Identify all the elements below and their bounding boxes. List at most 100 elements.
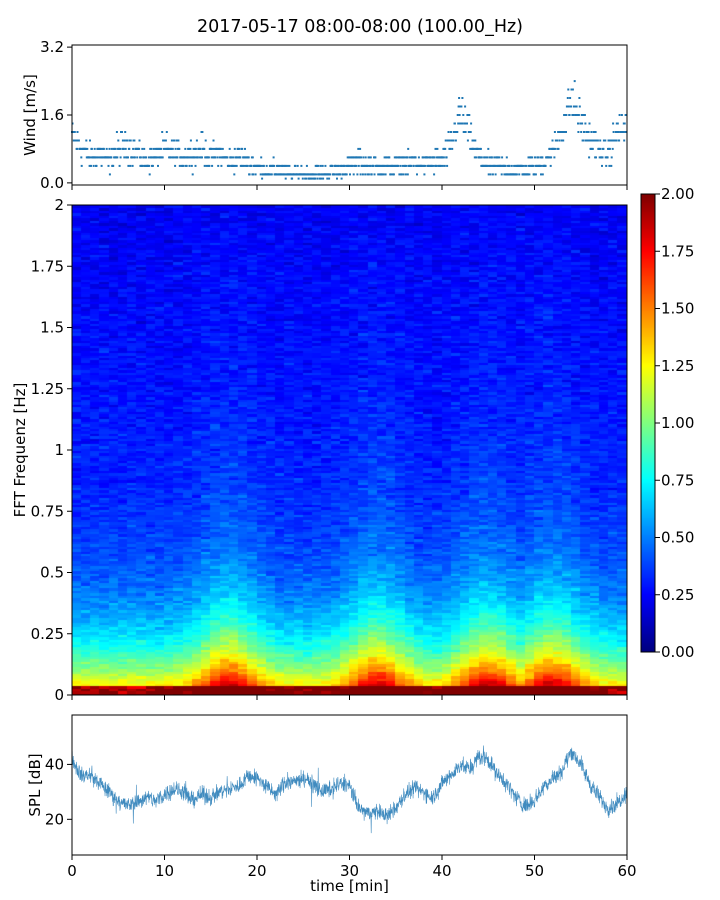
- colorbar-canvas: [641, 194, 655, 652]
- wind-point: [608, 164, 611, 167]
- wind-point: [170, 147, 173, 150]
- wind-point: [436, 147, 439, 150]
- wind-point: [460, 105, 463, 108]
- wind-point: [372, 164, 375, 167]
- wind-point: [587, 131, 590, 133]
- wind-point: [573, 80, 576, 83]
- wind-scatter-points: [71, 80, 628, 180]
- wind-point: [349, 173, 351, 176]
- wind-point: [127, 156, 129, 159]
- wind-point: [440, 164, 443, 167]
- wind-point: [385, 156, 387, 159]
- wind-point: [356, 173, 359, 176]
- wind-point: [230, 156, 233, 159]
- wind-point: [459, 122, 461, 125]
- wind-point: [141, 147, 144, 150]
- wind-point: [243, 164, 246, 167]
- wind-point: [171, 147, 174, 150]
- wind-point: [367, 173, 370, 176]
- wind-point: [114, 147, 117, 150]
- wind-point: [458, 97, 461, 99]
- wind-point: [487, 173, 490, 176]
- wind-point: [556, 139, 559, 142]
- wind-point: [364, 173, 367, 176]
- wind-point: [510, 164, 513, 167]
- spl-xtick-label: 20: [247, 862, 266, 880]
- wind-point: [604, 139, 607, 142]
- wind-point: [497, 156, 499, 159]
- wind-point: [93, 147, 96, 150]
- wind-point: [170, 139, 173, 142]
- wind-ytick-label: 3.2: [40, 38, 64, 56]
- wind-point: [80, 156, 83, 159]
- spectrogram-ytick-label: 2: [54, 196, 64, 214]
- wind-point: [382, 173, 385, 176]
- wind-point: [265, 164, 268, 167]
- wind-point: [359, 147, 362, 150]
- wind-point: [468, 114, 471, 116]
- wind-point: [301, 177, 304, 180]
- wind-point: [284, 173, 287, 176]
- spl-trace: [71, 745, 628, 834]
- spectrogram-ytick-label: 0.25: [31, 625, 64, 643]
- wind-point: [239, 156, 242, 159]
- colorbar-tick-label: 1.75: [661, 242, 694, 260]
- wind-point: [97, 156, 100, 159]
- wind-point: [317, 164, 320, 167]
- wind-point: [518, 173, 521, 176]
- wind-point: [553, 156, 556, 159]
- wind-point: [108, 173, 111, 176]
- wind-point: [435, 164, 438, 167]
- wind-point: [305, 177, 308, 180]
- wind-point: [566, 97, 569, 99]
- spl-xtick-label: 0: [67, 862, 77, 880]
- wind-point: [108, 156, 110, 159]
- wind-point: [145, 156, 147, 159]
- colorbar: 0.00 0.25 0.50 0.75 1.00 1.25 1.50 1.75 2.00: [640, 185, 694, 661]
- colorbar-tick-label: 1.25: [661, 357, 694, 375]
- wind-panel: 0.0 1.6 3.2 Wind [m/s]: [21, 38, 628, 192]
- spectrogram-ytick-label: 1.25: [31, 380, 64, 398]
- wind-point: [601, 164, 603, 167]
- wind-point: [601, 156, 604, 159]
- wind-point: [201, 156, 203, 159]
- wind-point: [394, 164, 397, 167]
- wind-point: [620, 114, 623, 116]
- wind-point: [525, 164, 528, 167]
- wind-point: [164, 139, 167, 142]
- wind-point: [414, 156, 417, 159]
- wind-point: [139, 156, 142, 159]
- wind-point: [580, 114, 583, 116]
- wind-point: [578, 97, 581, 99]
- wind-point: [565, 131, 567, 133]
- wind-point: [432, 164, 435, 167]
- wind-point: [540, 173, 542, 176]
- wind-point: [150, 156, 153, 159]
- wind-point: [611, 147, 614, 150]
- wind-point: [241, 147, 244, 150]
- wind-point: [424, 164, 427, 167]
- wind-point: [89, 139, 91, 142]
- wind-point: [464, 105, 467, 108]
- wind-axes-frame: [71, 44, 628, 186]
- wind-point: [615, 139, 618, 142]
- wind-point: [544, 164, 547, 167]
- wind-point: [88, 156, 91, 159]
- wind-point: [156, 156, 159, 159]
- wind-point: [527, 156, 530, 159]
- spectrogram-ytick-label: 1: [54, 441, 64, 459]
- wind-point: [528, 164, 531, 167]
- wind-point: [575, 105, 578, 108]
- wind-point: [570, 105, 572, 108]
- wind-point: [507, 173, 510, 176]
- wind-point: [490, 156, 493, 159]
- wind-point: [567, 88, 570, 91]
- wind-point: [348, 156, 350, 159]
- wind-point: [76, 147, 79, 150]
- wind-point: [577, 131, 580, 133]
- wind-point: [596, 139, 599, 142]
- wind-point: [429, 156, 432, 159]
- wind-point: [504, 164, 507, 167]
- wind-point: [524, 164, 527, 167]
- wind-point: [310, 177, 313, 180]
